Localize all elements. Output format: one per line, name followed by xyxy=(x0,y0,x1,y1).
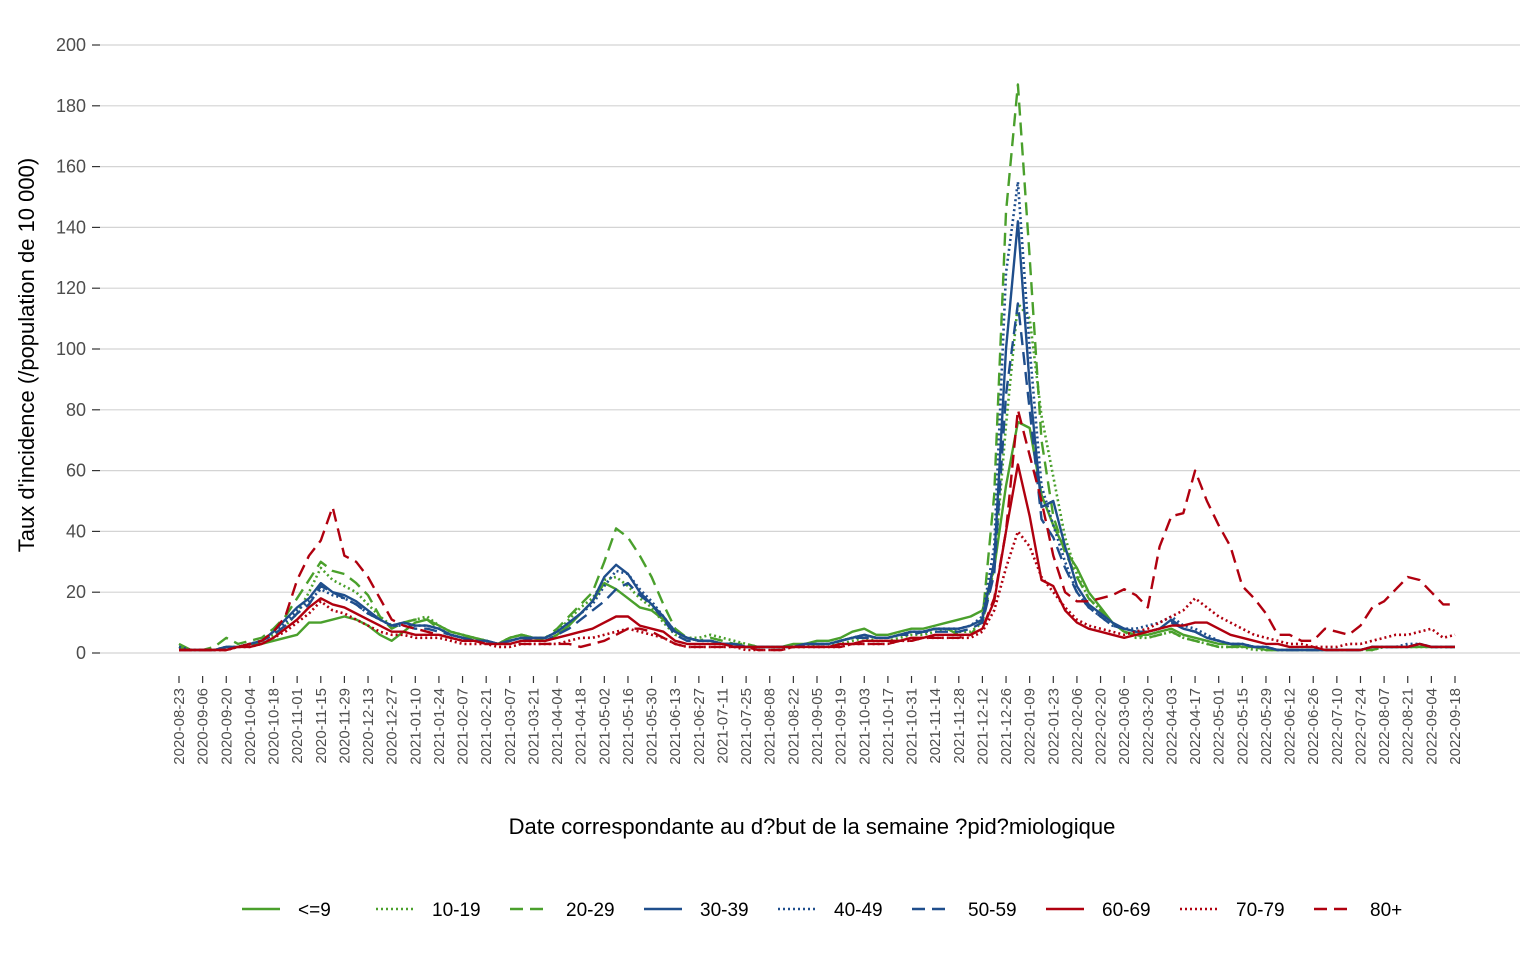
y-tick-label: 80 xyxy=(66,400,86,420)
legend-label-7: 70-79 xyxy=(1236,900,1285,921)
x-axis-ticks: 2020-08-23 2020-09-06 2020-09-20 2020-10-04… xyxy=(171,676,1464,765)
y-tick-label: 100 xyxy=(56,339,86,359)
x-tick-label: 2020-11-01 xyxy=(289,688,306,764)
legend-label-8: 80+ xyxy=(1370,900,1402,921)
series-line-5 xyxy=(179,302,1455,652)
legend-label-0: <=9 xyxy=(298,900,331,921)
x-tick-label: 2020-11-15 xyxy=(313,688,330,764)
legend-label-3: 30-39 xyxy=(700,900,749,921)
x-tick-label: 2021-06-27 xyxy=(691,688,708,765)
x-tick-label: 2021-10-03 xyxy=(856,688,873,765)
x-tick-label: 2021-06-13 xyxy=(667,688,684,765)
series-line-8 xyxy=(179,408,1455,652)
legend-label-6: 60-69 xyxy=(1102,900,1151,921)
x-tick-label: 2022-01-23 xyxy=(1045,688,1062,765)
series-line-6 xyxy=(179,463,1455,652)
y-axis-title: Taux d'incidence (/population de 10 000) xyxy=(14,158,39,552)
y-tick-label: 20 xyxy=(66,582,86,602)
series-line-7 xyxy=(179,530,1456,652)
x-tick-label: 2022-07-10 xyxy=(1329,688,1346,765)
series-line-2 xyxy=(178,83,1455,652)
x-tick-label: 2021-05-16 xyxy=(620,688,637,765)
x-tick-label: 2021-10-31 xyxy=(904,688,921,765)
y-tick-label: 40 xyxy=(66,521,86,541)
x-tick-label: 2021-12-12 xyxy=(974,688,991,765)
y-tick-label: 120 xyxy=(56,278,86,298)
x-tick-label: 2022-02-06 xyxy=(1069,688,1086,765)
x-tick-label: 2021-11-28 xyxy=(951,688,968,764)
x-tick-label: 2021-11-14 xyxy=(927,688,944,764)
y-tick-label: 0 xyxy=(76,643,86,663)
legend-label-5: 50-59 xyxy=(968,900,1017,921)
x-tick-label: 2020-12-27 xyxy=(384,688,401,765)
x-tick-label: 2022-09-04 xyxy=(1423,688,1440,765)
x-axis-title: Date correspondante au d?but de la semai… xyxy=(509,814,1116,839)
x-tick-label: 2022-05-29 xyxy=(1258,688,1275,765)
x-tick-label: 2021-12-26 xyxy=(998,688,1015,765)
y-tick-label: 140 xyxy=(56,217,86,237)
x-tick-label: 2021-09-05 xyxy=(809,688,826,765)
x-tick-label: 2021-05-30 xyxy=(644,688,661,765)
x-tick-label: 2022-08-07 xyxy=(1376,688,1393,765)
x-tick-label: 2021-01-24 xyxy=(431,688,448,765)
x-tick-label: 2021-09-19 xyxy=(833,688,850,765)
y-tick-label: 60 xyxy=(66,461,86,481)
x-tick-label: 2022-04-03 xyxy=(1163,688,1180,765)
y-tick-label: 180 xyxy=(56,96,86,116)
x-tick-label: 2021-05-02 xyxy=(596,688,613,765)
x-tick-label: 2021-03-07 xyxy=(502,688,519,765)
x-tick-label: 2021-04-18 xyxy=(573,688,590,765)
legend-label-1: 10-19 xyxy=(432,900,481,921)
x-tick-label: 2022-02-20 xyxy=(1093,688,1110,765)
x-tick-label: 2022-07-24 xyxy=(1352,688,1369,765)
x-tick-label: 2020-10-04 xyxy=(242,688,259,765)
x-tick-label: 2021-02-07 xyxy=(455,688,472,765)
y-tick-label: 160 xyxy=(56,157,86,177)
x-tick-label: 2021-04-04 xyxy=(549,688,566,765)
x-tick-label: 2021-07-25 xyxy=(738,688,755,765)
legend-label-4: 40-49 xyxy=(834,900,883,921)
x-tick-label: 2022-06-26 xyxy=(1305,688,1322,765)
y-tick-label: 200 xyxy=(56,35,86,55)
x-tick-label: 2022-03-20 xyxy=(1140,688,1157,765)
x-tick-label: 2022-09-18 xyxy=(1447,688,1464,765)
x-tick-label: 2020-11-29 xyxy=(336,688,353,764)
x-tick-label: 2020-10-18 xyxy=(266,688,283,765)
x-tick-label: 2020-12-13 xyxy=(360,688,377,765)
x-tick-label: 2021-01-10 xyxy=(407,688,424,765)
gridlines xyxy=(100,44,1520,654)
x-tick-label: 2021-02-21 xyxy=(478,688,495,765)
x-tick-label: 2022-03-06 xyxy=(1116,688,1133,765)
legend: <=9 10-19 20-29 30-39 40-49 50-59 60-69 70-79 80… xyxy=(242,900,1402,921)
x-tick-label: 2022-08-21 xyxy=(1400,688,1417,765)
x-tick-label: 2020-09-06 xyxy=(195,688,212,765)
x-tick-label: 2022-01-09 xyxy=(1022,688,1039,765)
x-tick-label: 2022-04-17 xyxy=(1187,688,1204,765)
x-tick-label: 2021-10-17 xyxy=(880,688,897,765)
x-tick-label: 2022-05-01 xyxy=(1211,688,1228,765)
series-lines xyxy=(178,83,1456,652)
x-tick-label: 2020-08-23 xyxy=(171,688,188,765)
x-tick-label: 2022-05-15 xyxy=(1234,688,1251,765)
x-tick-label: 2021-08-08 xyxy=(762,688,779,765)
y-axis-ticks: 0 20 40 60 80 100 120 140 160 180 200 xyxy=(56,35,100,663)
series-line-3 xyxy=(179,220,1455,652)
legend-label-2: 20-29 xyxy=(566,900,615,921)
x-tick-label: 2021-03-21 xyxy=(525,688,542,765)
x-tick-label: 2022-06-12 xyxy=(1282,688,1299,765)
x-tick-label: 2021-07-11 xyxy=(714,688,731,764)
x-tick-label: 2020-09-20 xyxy=(218,688,235,765)
x-tick-label: 2021-08-22 xyxy=(785,688,802,765)
series-line-1 xyxy=(178,302,1455,652)
